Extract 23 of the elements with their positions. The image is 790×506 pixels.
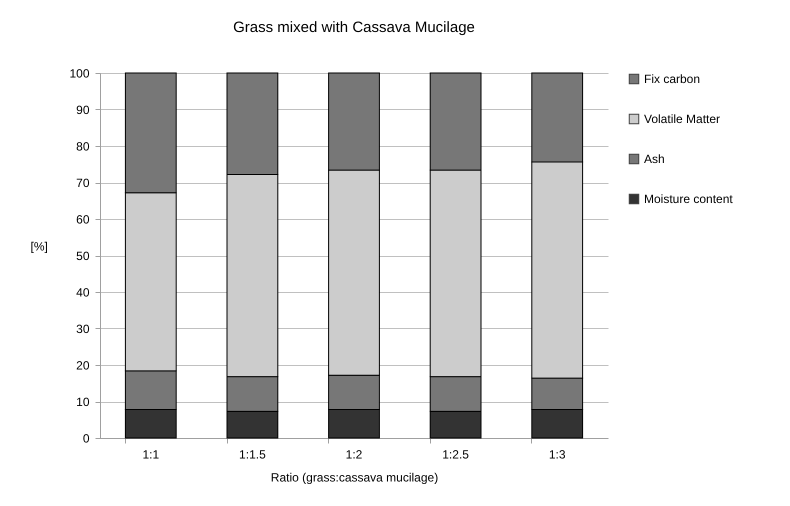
- legend-label: Moisture content: [644, 192, 734, 206]
- y-tick-label: 30: [76, 322, 90, 336]
- y-axis-title: [%]: [30, 240, 48, 254]
- x-tick-label: 1:2: [346, 448, 363, 462]
- chart-title: Grass mixed with Cassava Mucilage: [233, 19, 475, 36]
- x-tick-label: 1:2.5: [442, 448, 470, 462]
- x-tick-label: 1:1.5: [239, 448, 266, 462]
- y-tick-label: 50: [76, 249, 90, 263]
- y-tick-label: 90: [76, 103, 90, 117]
- x-tick-label: 1:1: [142, 448, 160, 462]
- legend-label: Fix carbon: [644, 72, 700, 86]
- legend-label: Volatile Matter: [644, 112, 720, 126]
- y-tick-label: 60: [76, 212, 90, 226]
- x-tick-label: 1:3: [548, 448, 566, 462]
- legend-label: Ash: [644, 152, 665, 166]
- y-tick-label: 20: [76, 358, 90, 372]
- y-tick-label: 40: [76, 286, 90, 300]
- y-tick-label: 100: [69, 66, 90, 80]
- x-axis-title: Ratio (grass:cassava mucilage): [270, 470, 438, 484]
- y-tick-label: 70: [76, 176, 90, 190]
- y-tick-label: 10: [76, 395, 90, 409]
- y-tick-label: 80: [76, 140, 90, 154]
- y-tick-label: 0: [82, 432, 90, 446]
